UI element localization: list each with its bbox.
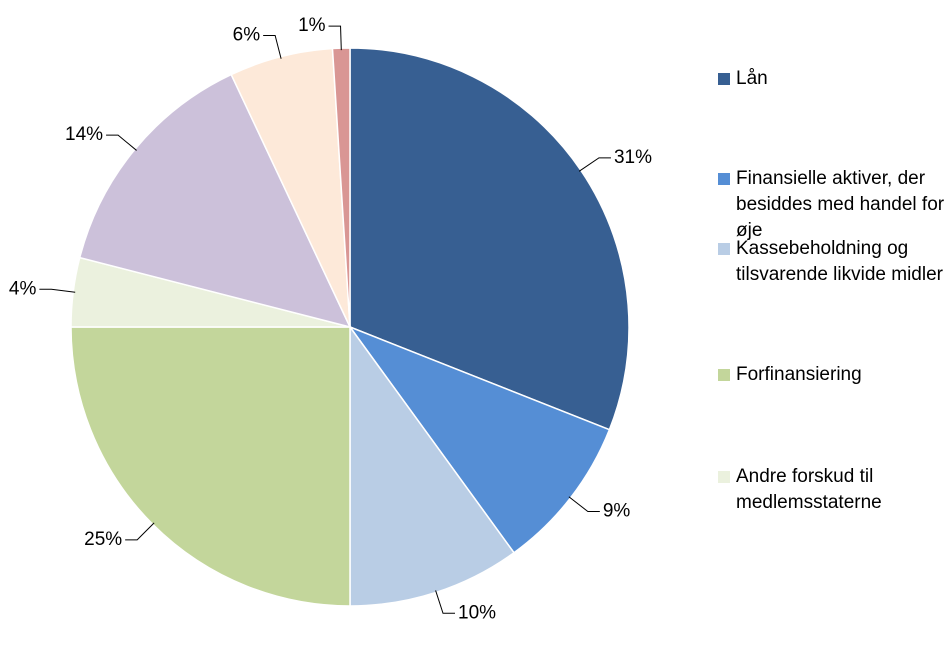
data-label: 10% [458, 602, 496, 623]
legend-entry: Lån [718, 66, 950, 92]
data-label: 9% [603, 501, 631, 522]
leader-line [578, 157, 611, 172]
legend-swatch [718, 471, 730, 483]
legend-label: Andre forskud til medlemsstaterne [736, 466, 882, 513]
legend-label: Lån [736, 68, 768, 89]
legend-label: Finansielle aktiver, der besiddes med ha… [736, 168, 945, 241]
legend-label: Kassebeholdning og tilsvarende likvide m… [736, 238, 943, 285]
legend-swatch [718, 369, 730, 381]
leader-line [39, 288, 76, 293]
data-label: 14% [65, 124, 103, 145]
legend-swatch [718, 243, 730, 255]
legend-entry: Kassebeholdning og tilsvarende likvide m… [718, 236, 950, 288]
pie-slice [70, 326, 351, 607]
data-label: 31% [614, 147, 652, 168]
legend-entry: Forfinansiering [718, 362, 950, 388]
legend-entry: Finansielle aktiver, der besiddes med ha… [718, 166, 950, 244]
legend-swatch [718, 173, 730, 185]
legend-swatch [718, 73, 730, 85]
leader-line [125, 522, 155, 541]
leader-line [568, 496, 600, 512]
leader-line [435, 590, 456, 614]
data-label: 25% [84, 529, 122, 550]
leader-line [263, 34, 282, 59]
data-label: 6% [233, 24, 261, 45]
leader-line [106, 134, 137, 151]
legend-entry: Andre forskud til medlemsstaterne [718, 464, 950, 516]
legend-label: Forfinansiering [736, 364, 862, 385]
data-label: 1% [298, 15, 326, 36]
leader-line [328, 25, 342, 51]
data-label: 4% [9, 278, 37, 299]
